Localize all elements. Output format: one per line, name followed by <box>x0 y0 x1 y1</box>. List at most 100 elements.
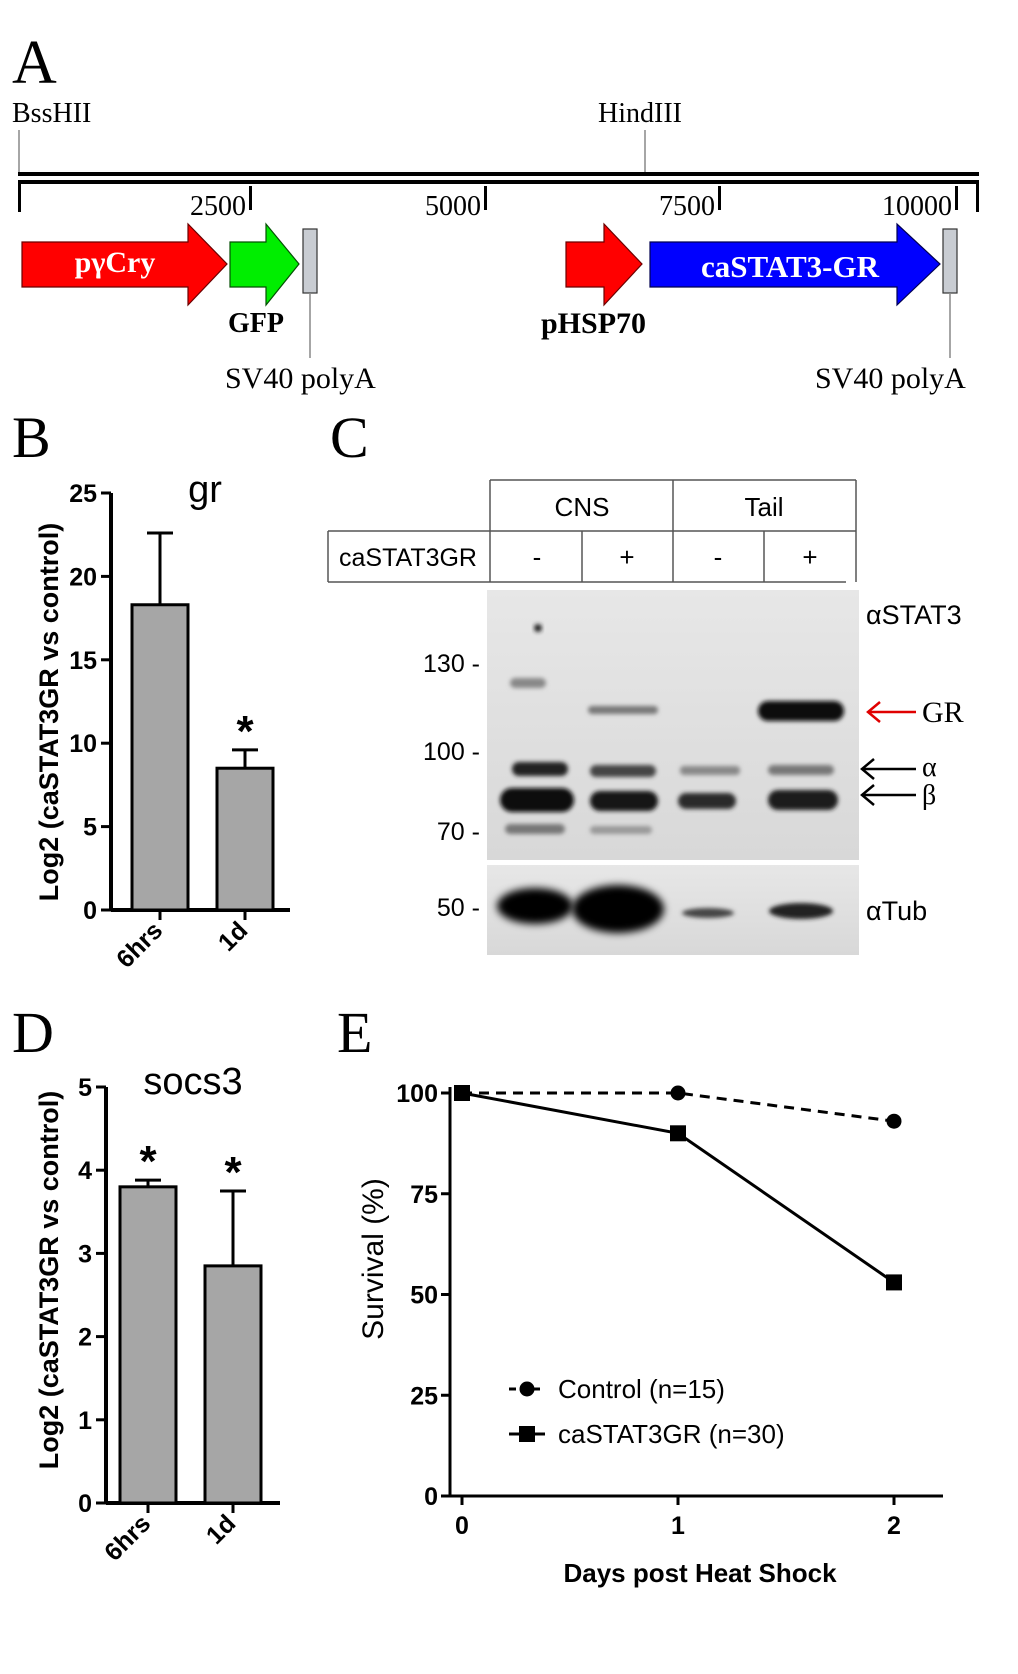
y-tick-label: 75 <box>410 1181 438 1209</box>
x-tick-label: 2 <box>887 1512 901 1540</box>
x-tick-label: 1 <box>671 1512 685 1540</box>
significance-star: * <box>139 1137 157 1186</box>
promoter-phsp70-label: pHSP70 <box>541 307 646 340</box>
series-1-point <box>886 1113 902 1129</box>
legend-label-1: Control (n=15) <box>558 1374 725 1404</box>
group-cns: CNS <box>555 492 610 522</box>
polya-2-label: SV40 polyA <box>815 362 966 395</box>
panel-b-chart: 0 5 10 15 20 25 6hrs 1d * <box>69 480 290 974</box>
panel-e-xlabel: Days post Heat Shock <box>563 1558 837 1588</box>
gr-arrow <box>866 701 916 723</box>
bar <box>118 1185 178 1505</box>
site-hindiii: HindIII <box>598 98 682 129</box>
scale-label-10000: 10000 <box>882 191 952 222</box>
panel-c: C CNS Tail caSTAT3GR - + - + <box>327 405 964 955</box>
promoter-phsp70-arrow <box>565 222 643 307</box>
scale-end-right <box>976 180 979 212</box>
x-tick-label: 0 <box>455 1512 469 1540</box>
gfp-arrow <box>229 222 300 307</box>
panel-b-letter: B <box>12 405 51 470</box>
site-bsshii: BssHII <box>12 98 91 129</box>
panel-a: A BssHII HindIII 2500 5000 7500 10000 pγ… <box>12 29 979 395</box>
scale-tick-2500 <box>249 186 252 210</box>
panel-a-letter: A <box>12 29 57 97</box>
legend-marker-2 <box>519 1426 535 1442</box>
castat3-gr-label: caSTAT3-GR <box>701 249 880 284</box>
marker-100: 100 - <box>423 738 480 766</box>
y-tick-label: 0 <box>78 1490 92 1518</box>
scale-tick-5000 <box>484 186 487 210</box>
beta-band-label: β <box>922 780 936 811</box>
antibody-stat3-label: αSTAT3 <box>866 600 962 630</box>
bar <box>130 603 190 912</box>
beta-arrow <box>860 784 916 806</box>
y-tick-label: 5 <box>83 814 97 842</box>
panel-b: B gr Log2 (caSTAT3GR vs control) 0 5 10 15 2… <box>12 405 290 974</box>
polya-1-label: SV40 polyA <box>225 362 376 395</box>
blot-bands-tubulin <box>497 885 833 933</box>
x-tick-label: 1d <box>201 1509 241 1549</box>
panel-e: E Survival (%) Days post Heat Shock 0 25 5… <box>337 1000 943 1588</box>
marker-70: 70 - <box>437 818 480 846</box>
plasmid-line-top <box>18 172 979 176</box>
scale-label-7500: 7500 <box>659 191 715 222</box>
x-tick-label: 6hrs <box>99 1509 156 1566</box>
significance-star: * <box>236 707 254 756</box>
bar <box>203 1264 263 1505</box>
promoter-pgcry-label: pγCry <box>75 246 156 279</box>
series-1-point <box>670 1085 686 1101</box>
marker-130: 130 - <box>423 650 480 678</box>
legend-marker-1 <box>519 1381 535 1397</box>
western-blot-stat3 <box>487 590 859 860</box>
y-tick-label: 25 <box>410 1382 438 1410</box>
panel-d-title: socs3 <box>143 1061 242 1103</box>
y-tick-label: 100 <box>396 1080 438 1108</box>
panel-b-ylabel: Log2 (caSTAT3GR vs control) <box>34 523 64 902</box>
y-tick-label: 0 <box>83 897 97 925</box>
series-line-1 <box>462 1091 895 1123</box>
panel-b-title: gr <box>188 469 222 511</box>
x-tick-label: 6hrs <box>111 916 168 973</box>
row-label-castat3gr: caSTAT3GR <box>339 544 477 572</box>
scale-tick-7500 <box>718 186 721 210</box>
y-tick-label: 2 <box>78 1324 92 1352</box>
panel-c-letter: C <box>330 405 369 470</box>
y-tick-label: 5 <box>78 1074 92 1102</box>
panel-d-letter: D <box>12 1000 54 1065</box>
y-tick-label: 0 <box>424 1483 438 1511</box>
polya-1-box <box>302 228 318 294</box>
scale-label-5000: 5000 <box>425 191 481 222</box>
y-tick-label: 50 <box>410 1282 438 1310</box>
series-2-point <box>886 1274 902 1291</box>
lane-1-label: - <box>533 542 542 572</box>
panel-e-ylabel: Survival (%) <box>357 1178 390 1340</box>
gr-band-label: GR <box>922 696 964 729</box>
alpha-arrow <box>860 758 916 780</box>
panel-d-chart: 0 1 2 3 4 5 6hrs * 1d * <box>78 1074 280 1567</box>
group-tail: Tail <box>744 492 783 522</box>
castat3-gr-arrow <box>649 222 941 307</box>
western-blot-tubulin <box>487 865 859 955</box>
y-tick-label: 25 <box>69 480 97 508</box>
y-tick-label: 20 <box>69 563 97 591</box>
series-2-point <box>670 1125 686 1142</box>
gfp-label: GFP <box>228 308 284 339</box>
significance-star: * <box>224 1148 242 1197</box>
antibody-tub-label: αTub <box>866 896 927 926</box>
lane-4-label: + <box>802 542 817 572</box>
series-line-2 <box>461 1091 895 1284</box>
scale-tick-10000 <box>955 186 958 210</box>
lane-3-label: - <box>714 542 723 572</box>
polya-2-box <box>942 228 958 294</box>
y-tick-label: 10 <box>69 730 97 758</box>
panel-e-chart: 0 25 50 75 100 0 1 2 Control (n=15) caSTAT3GR (n=… <box>396 1080 943 1540</box>
panel-d-ylabel: Log2 (caSTAT3GR vs control) <box>34 1091 64 1470</box>
bar <box>215 766 275 912</box>
scale-end-left <box>18 180 21 212</box>
marker-50: 50 - <box>437 894 480 922</box>
alpha-band-label: α <box>922 752 937 783</box>
legend-label-2: caSTAT3GR (n=30) <box>558 1419 785 1449</box>
series-2-point <box>454 1085 470 1101</box>
promoter-pgcry-arrow <box>21 222 228 307</box>
panel-e-letter: E <box>337 1000 372 1065</box>
